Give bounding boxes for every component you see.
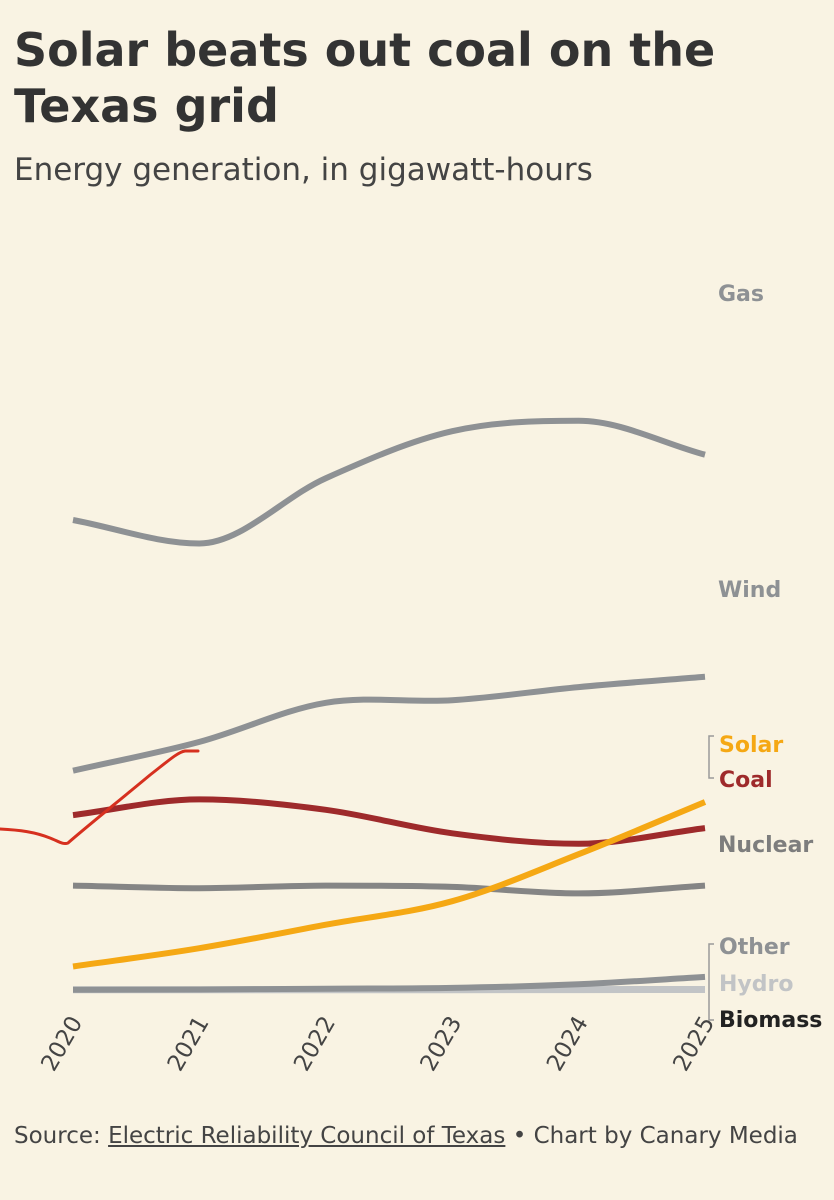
- series-label-hydro: Hydro: [719, 972, 793, 997]
- chart-credit: Chart by Canary Media: [533, 1123, 798, 1149]
- x-tick-label: 2023: [416, 1012, 468, 1076]
- x-axis-ticks: 2020 2021 2022 2023 2024 2025: [36, 1012, 720, 1076]
- series-line-wind: [72, 673, 706, 774]
- chart-subtitle: Energy generation, in gigawatt-hours: [14, 152, 593, 188]
- series-line-nuclear: [72, 882, 706, 897]
- x-tick-label: 2021: [163, 1012, 215, 1076]
- series-line-gas: [72, 417, 706, 547]
- line-chart: Gas Wind Solar Coal Nuclear Other Hydro Biomass…: [0, 282, 822, 1076]
- hand-drawn-annotation-stroke: [0, 749, 200, 845]
- series-labels: Gas Wind Solar Coal Nuclear Other Hydro Biomass: [708, 282, 822, 1033]
- x-tick-label: 2025: [668, 1012, 720, 1076]
- series-label-nuclear: Nuclear: [718, 833, 813, 858]
- x-tick-label: 2020: [36, 1012, 88, 1076]
- series-label-coal: Coal: [719, 768, 773, 793]
- separator: •: [512, 1123, 527, 1149]
- series-line-coal: [72, 796, 706, 847]
- series-label-wind: Wind: [718, 578, 781, 603]
- source-prefix: Source:: [14, 1123, 101, 1149]
- series-label-other: Other: [719, 935, 790, 960]
- series-label-gas: Gas: [718, 282, 764, 307]
- chart-title: Solar beats out coal on the Texas grid: [14, 23, 716, 133]
- series-lines: [72, 417, 707, 994]
- source-footer: Source: Electric Reliability Council of …: [14, 1120, 814, 1152]
- label-bracket-other-biomass: [708, 943, 714, 1021]
- series-label-biomass: Biomass: [719, 1008, 822, 1033]
- x-tick-label: 2022: [289, 1012, 341, 1076]
- x-tick-label: 2024: [542, 1012, 594, 1076]
- series-label-solar: Solar: [719, 733, 783, 758]
- label-bracket-solar-coal: [708, 735, 714, 779]
- series-line-solar: [72, 799, 707, 970]
- series-line-other: [72, 973, 706, 993]
- source-link[interactable]: Electric Reliability Council of Texas: [108, 1123, 506, 1149]
